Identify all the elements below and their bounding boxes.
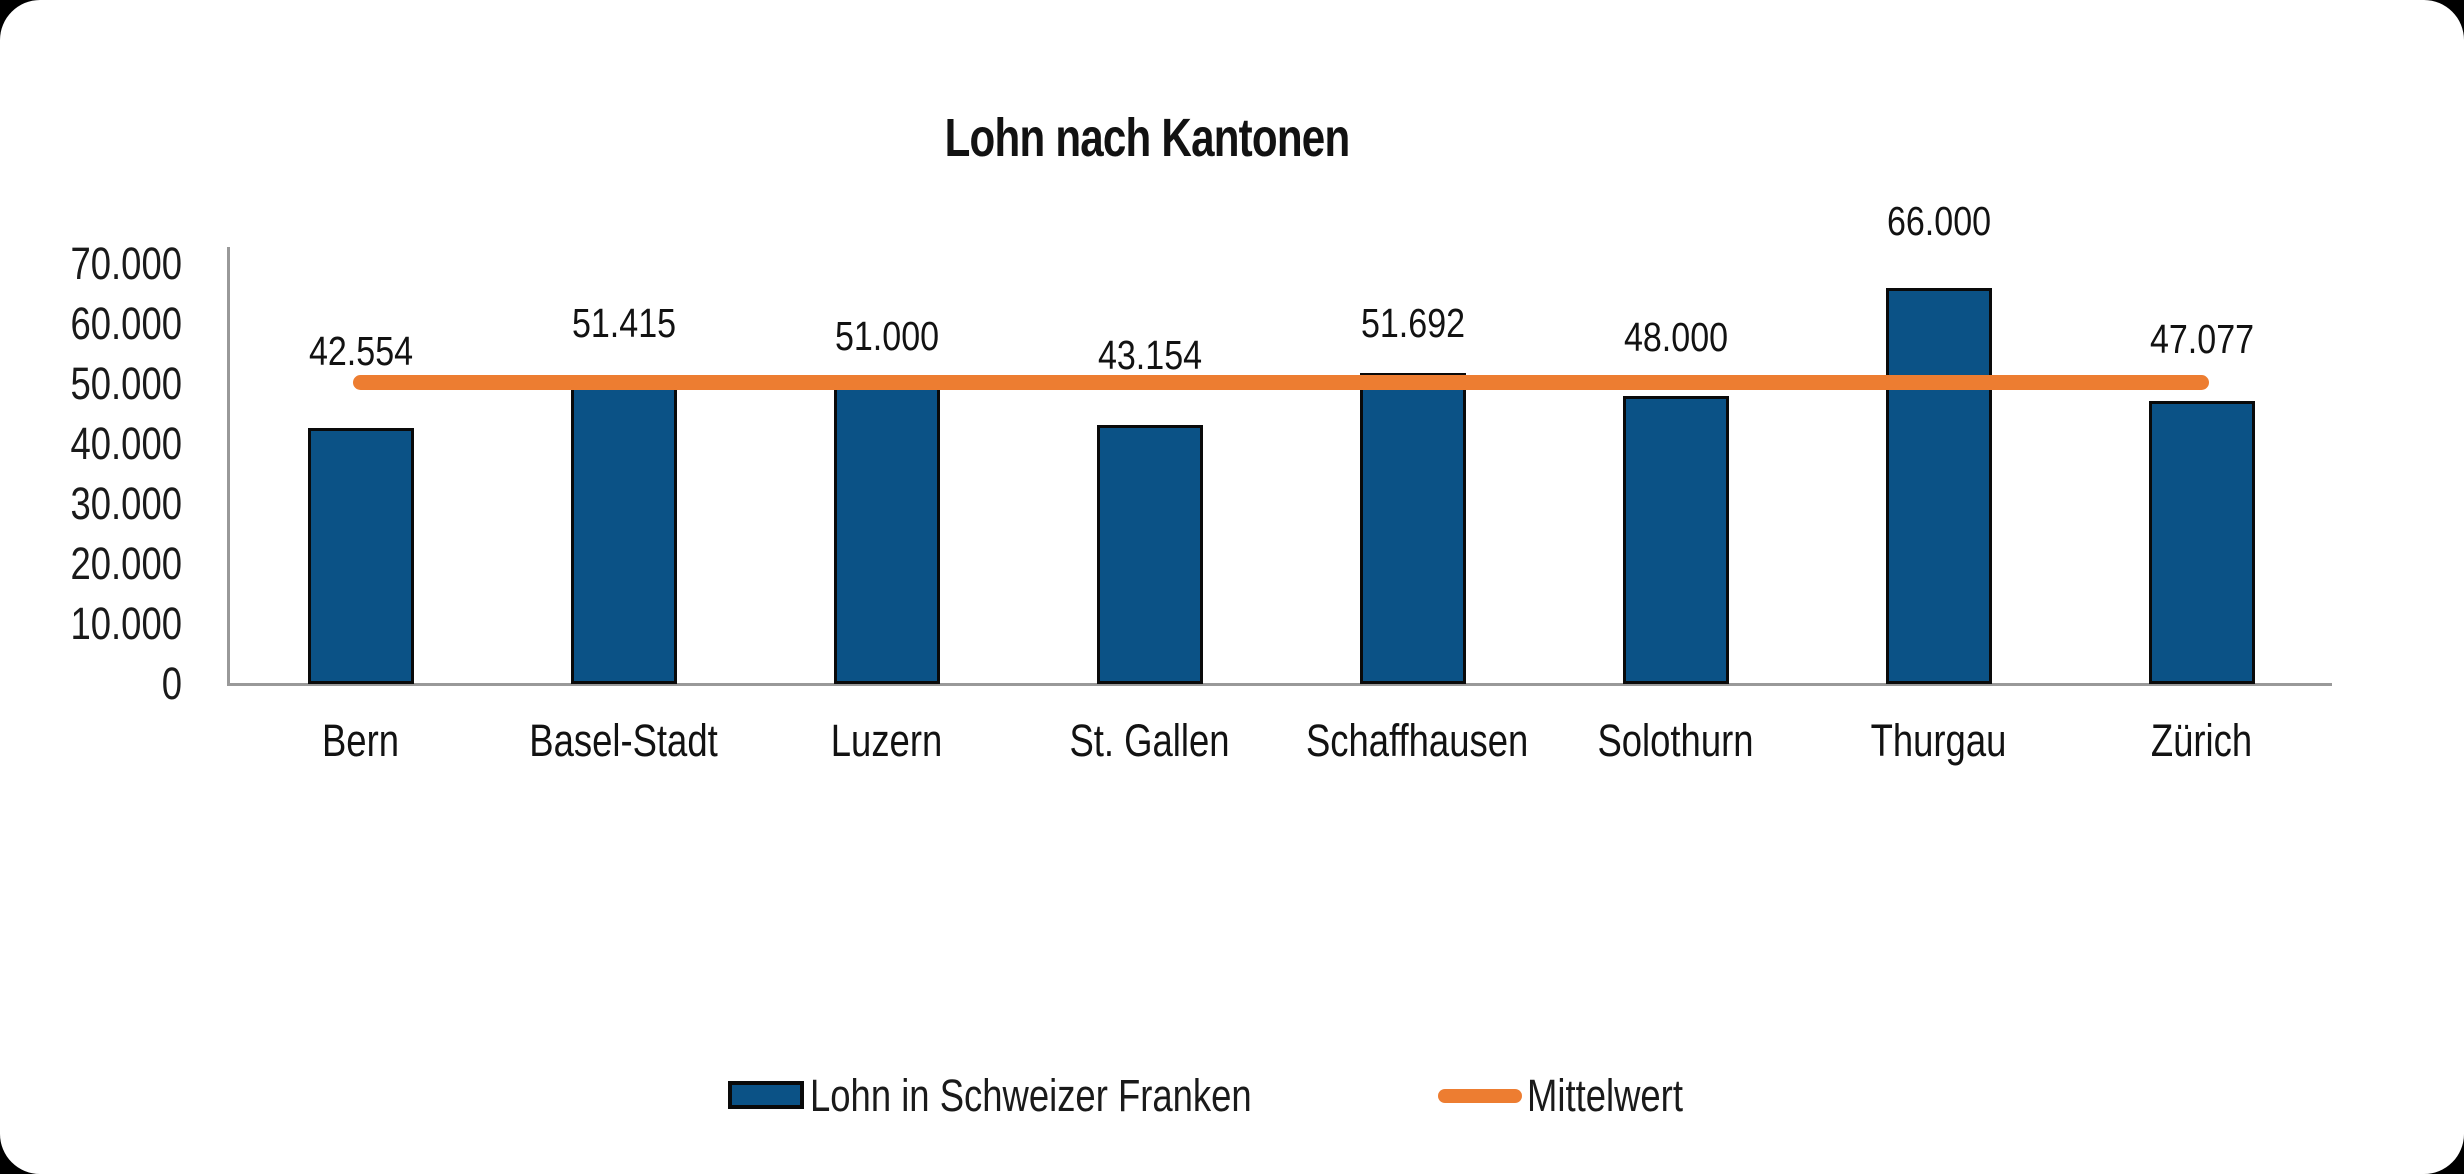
bar-luzern (834, 378, 940, 684)
legend-bar-swatch (728, 1081, 804, 1109)
chart-title: Lohn nach Kantonen (944, 108, 1351, 168)
bar-basel-stadt (571, 375, 677, 684)
bar-bern (308, 428, 414, 684)
category-label-thurgau: Thurgau (1870, 715, 2007, 766)
category-label-luzern: Luzern (830, 715, 943, 766)
y-axis-tick-label: 20.000 (70, 537, 182, 589)
y-axis-tick-label: 50.000 (70, 357, 182, 409)
bar-value-label-solothurn: 48.000 (1623, 314, 1729, 360)
category-label-st-gallen: St. Gallen (1069, 715, 1230, 766)
category-label-bern: Bern (321, 715, 400, 766)
bar-value-label-schaffhausen: 51.692 (1360, 300, 1466, 346)
legend-label-bar-series: Lohn in Schweizer Franken (810, 1070, 1252, 1121)
bar-solothurn (1623, 396, 1729, 684)
bar-value-label-bern: 42.554 (308, 328, 414, 374)
bar-thurgau (1886, 288, 1992, 684)
category-label-basel-stadt: Basel-Stadt (529, 715, 718, 766)
y-axis-tick-label: 40.000 (70, 417, 182, 469)
legend-label-line-series: Mittelwert (1527, 1070, 1683, 1121)
y-axis-tick-label: 0 (161, 658, 182, 709)
y-axis-tick-label: 10.000 (70, 597, 182, 649)
bar-value-label-luzern: 51.000 (834, 313, 940, 359)
bar-st-gallen (1097, 425, 1203, 684)
y-axis-tick-label: 30.000 (70, 477, 182, 529)
y-axis-line (227, 247, 230, 686)
y-axis-tick-label: 60.000 (70, 297, 182, 349)
legend-line-swatch (1438, 1089, 1522, 1103)
mean-line (353, 375, 2209, 391)
category-label-solothurn: Solothurn (1597, 715, 1754, 766)
bar-value-label-basel-stadt: 51.415 (571, 300, 677, 346)
y-axis-tick-label: 70.000 (70, 237, 182, 289)
bar-schaffhausen (1360, 373, 1466, 684)
bar-zurich (2149, 401, 2255, 684)
x-axis-line (227, 683, 2332, 686)
bar-value-label-st-gallen: 43.154 (1097, 332, 1203, 378)
category-label-schaffhausen: Schaffhausen (1305, 715, 1529, 766)
bar-value-label-zurich: 47.077 (2149, 316, 2255, 362)
category-label-zurich: Zürich (2150, 715, 2253, 766)
bar-value-label-thurgau: 66.000 (1886, 198, 1992, 244)
